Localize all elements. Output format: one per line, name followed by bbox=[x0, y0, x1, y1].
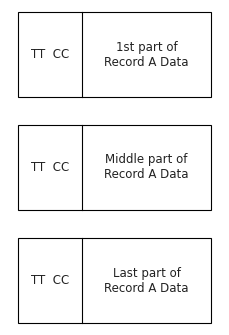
Text: Middle part of
Record A Data: Middle part of Record A Data bbox=[104, 153, 189, 182]
Bar bbox=[18, 12, 211, 97]
Text: TT  CC: TT CC bbox=[31, 274, 69, 287]
Bar bbox=[18, 125, 211, 210]
Text: 1st part of
Record A Data: 1st part of Record A Data bbox=[104, 41, 189, 68]
Text: TT  CC: TT CC bbox=[31, 161, 69, 174]
Bar bbox=[18, 238, 211, 323]
Text: TT  CC: TT CC bbox=[31, 48, 69, 61]
Text: Last part of
Record A Data: Last part of Record A Data bbox=[104, 267, 189, 294]
